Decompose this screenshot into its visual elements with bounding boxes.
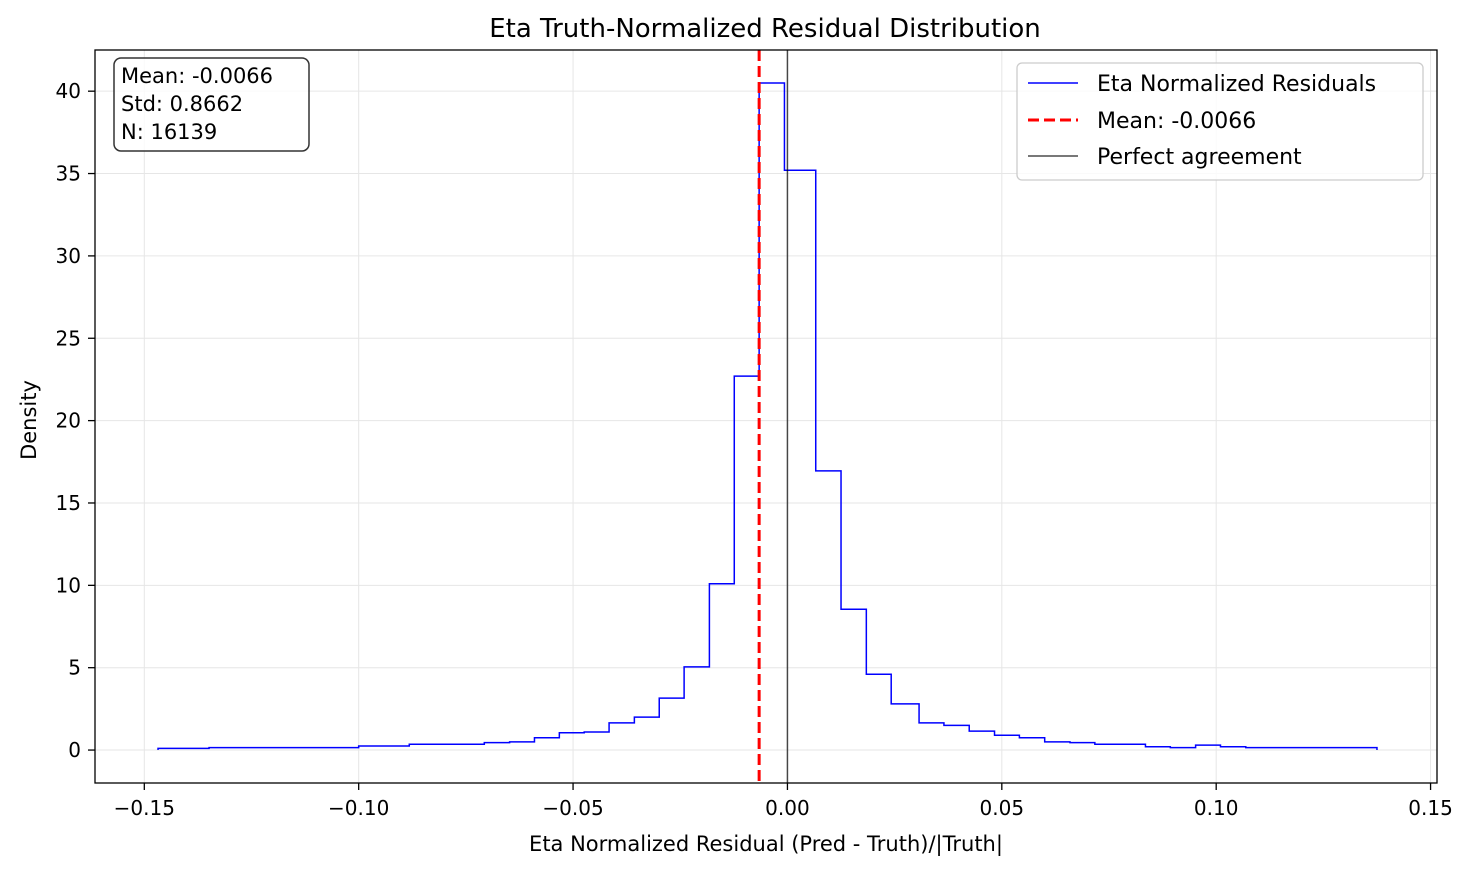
- x-tick-label: 0.15: [1408, 796, 1453, 820]
- x-tick-label: 0.00: [765, 796, 810, 820]
- y-tick-label: 15: [56, 491, 81, 515]
- axis-ticks: −0.15 −0.10 −0.05 0.00 0.05 0.10 0.15 0 5 10 15 20 2…: [56, 79, 1453, 820]
- x-tick-label: 0.10: [1194, 796, 1239, 820]
- x-tick-label: −0.05: [542, 796, 603, 820]
- histogram-step-line: [157, 82, 1378, 751]
- y-tick-label: 5: [68, 656, 81, 680]
- x-tick-label: −0.10: [328, 796, 389, 820]
- y-tick-label: 35: [56, 162, 81, 186]
- plot-frame: [94, 49, 1438, 784]
- x-axis-label: Eta Normalized Residual (Pred - Truth)/|…: [529, 832, 1003, 857]
- stats-count: N: 16139: [121, 120, 217, 144]
- legend-frame: [1016, 62, 1424, 181]
- y-tick-label: 25: [56, 326, 81, 350]
- stats-box: Mean: -0.0066 Std: 0.8662 N: 16139: [113, 57, 310, 152]
- y-tick-label: 10: [56, 573, 81, 597]
- legend: Eta Normalized Residuals Mean: -0.0066 P…: [1016, 62, 1424, 181]
- y-tick-label: 40: [56, 79, 81, 103]
- x-tick-label: 0.05: [980, 796, 1025, 820]
- legend-label-residuals: Eta Normalized Residuals: [1097, 72, 1376, 97]
- chart-title: Eta Truth-Normalized Residual Distributi…: [489, 14, 1041, 44]
- plot-area: [157, 50, 1378, 783]
- stats-mean: Mean: -0.0066: [121, 64, 273, 88]
- legend-label-mean: Mean: -0.0066: [1097, 109, 1256, 134]
- stats-std: Std: 0.8662: [121, 92, 243, 116]
- y-tick-label: 0: [68, 738, 81, 762]
- legend-label-perfect: Perfect agreement: [1097, 145, 1302, 170]
- x-tick-label: −0.15: [114, 796, 175, 820]
- y-tick-label: 30: [56, 244, 81, 268]
- stats-box-frame: [113, 57, 310, 152]
- y-axis-label: Density: [17, 380, 41, 460]
- y-tick-label: 20: [56, 409, 81, 433]
